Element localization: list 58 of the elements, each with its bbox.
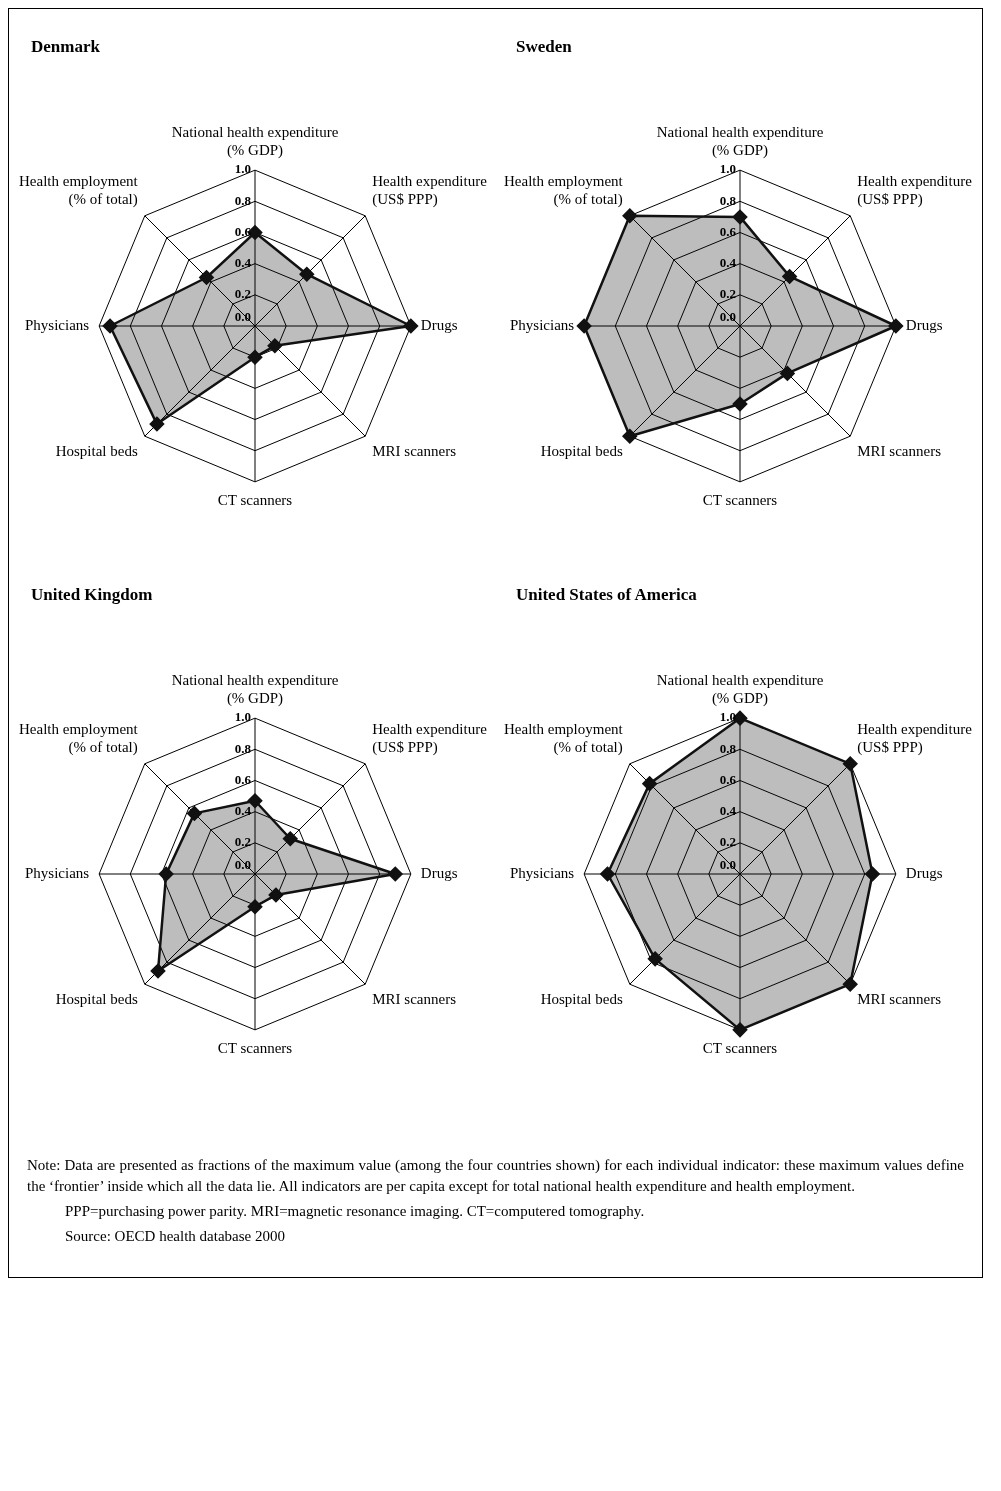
spoke-label: Health expenditure (US$ PPP)	[857, 720, 973, 756]
spoke-label: Physicians	[509, 316, 575, 333]
spoke-label: Drugs	[420, 864, 458, 881]
y-tick-label: 0.4	[234, 255, 252, 271]
spoke-label: CT scanners	[702, 1039, 778, 1056]
y-tick-label: 0.4	[234, 803, 252, 819]
spoke-label: Drugs	[905, 864, 943, 881]
y-tick-label: 0.2	[234, 286, 251, 302]
chart-title: Sweden	[516, 37, 573, 57]
y-tick-label: 0.6	[234, 223, 252, 239]
spoke-label: Hospital beds	[55, 443, 138, 460]
spoke-label: Health employment (% of total)	[504, 172, 624, 208]
y-tick-label: 0.2	[719, 834, 736, 850]
spoke-label: Hospital beds	[540, 991, 623, 1008]
spoke-label: Health employment (% of total)	[504, 720, 624, 756]
text: Note: Data are presented as fractions of the maximum value (among the four countries shown) for each individual indicator: these maximum values define the ‘frontier’ inside which all the data lie. All indicators are per capita except for total national health expenditure and health employment.	[27, 1156, 964, 1196]
spoke-label: National health expenditure (% GDP)	[171, 672, 339, 708]
spoke-label: National health expenditure (% GDP)	[656, 672, 824, 708]
y-tick-label: 0.8	[719, 740, 737, 756]
spoke-label: Health employment (% of total)	[19, 172, 139, 208]
y-tick-label: 0.8	[719, 192, 737, 208]
spoke-label: MRI scanners	[857, 991, 942, 1008]
text: PPP=purchasing power parity. MRI=magnetic resonance imaging. CT=computered tomography.	[64, 1202, 646, 1221]
y-tick-label: 0.6	[234, 771, 252, 787]
spoke-label: Health expenditure (US$ PPP)	[372, 720, 488, 756]
spoke-label: National health expenditure (% GDP)	[171, 124, 339, 160]
spoke-label: National health expenditure (% GDP)	[656, 124, 824, 160]
y-tick-label: 0.8	[234, 740, 252, 756]
y-tick-label: 1.0	[234, 709, 251, 725]
spoke-label: MRI scanners	[372, 443, 457, 460]
spoke-label: Physicians	[24, 864, 90, 881]
y-tick-label: 1.0	[719, 161, 736, 177]
spoke-label: Hospital beds	[55, 991, 138, 1008]
y-tick-label: 0.2	[719, 286, 736, 302]
chart-title: United Kingdom	[31, 585, 154, 605]
spoke-label: CT scanners	[217, 491, 293, 508]
y-tick-label: 0.6	[719, 223, 737, 239]
source-note: Source: OECD health database 2000	[64, 1227, 286, 1246]
y-tick-label: 0.2	[234, 834, 251, 850]
spoke-label: Physicians	[509, 864, 575, 881]
chart-title: United States of America	[516, 585, 698, 605]
chart-title: Denmark	[31, 37, 101, 57]
spoke-label: Physicians	[24, 316, 90, 333]
spoke-label: Health expenditure (US$ PPP)	[372, 172, 488, 208]
spoke-label: CT scanners	[217, 1039, 293, 1056]
spoke-label: MRI scanners	[372, 991, 457, 1008]
y-tick-label: 0.8	[234, 192, 252, 208]
spoke-label: MRI scanners	[857, 443, 942, 460]
y-tick-label: 0.4	[719, 255, 737, 271]
y-tick-label: 0.6	[719, 771, 737, 787]
spoke-label: Health employment (% of total)	[19, 720, 139, 756]
spoke-label: Drugs	[420, 316, 458, 333]
spoke-label: Hospital beds	[540, 443, 623, 460]
spoke-label: CT scanners	[702, 491, 778, 508]
y-tick-label: 0.4	[719, 803, 737, 819]
y-tick-label: 1.0	[234, 161, 251, 177]
spoke-label: Drugs	[905, 316, 943, 333]
spoke-label: Health expenditure (US$ PPP)	[857, 172, 973, 208]
